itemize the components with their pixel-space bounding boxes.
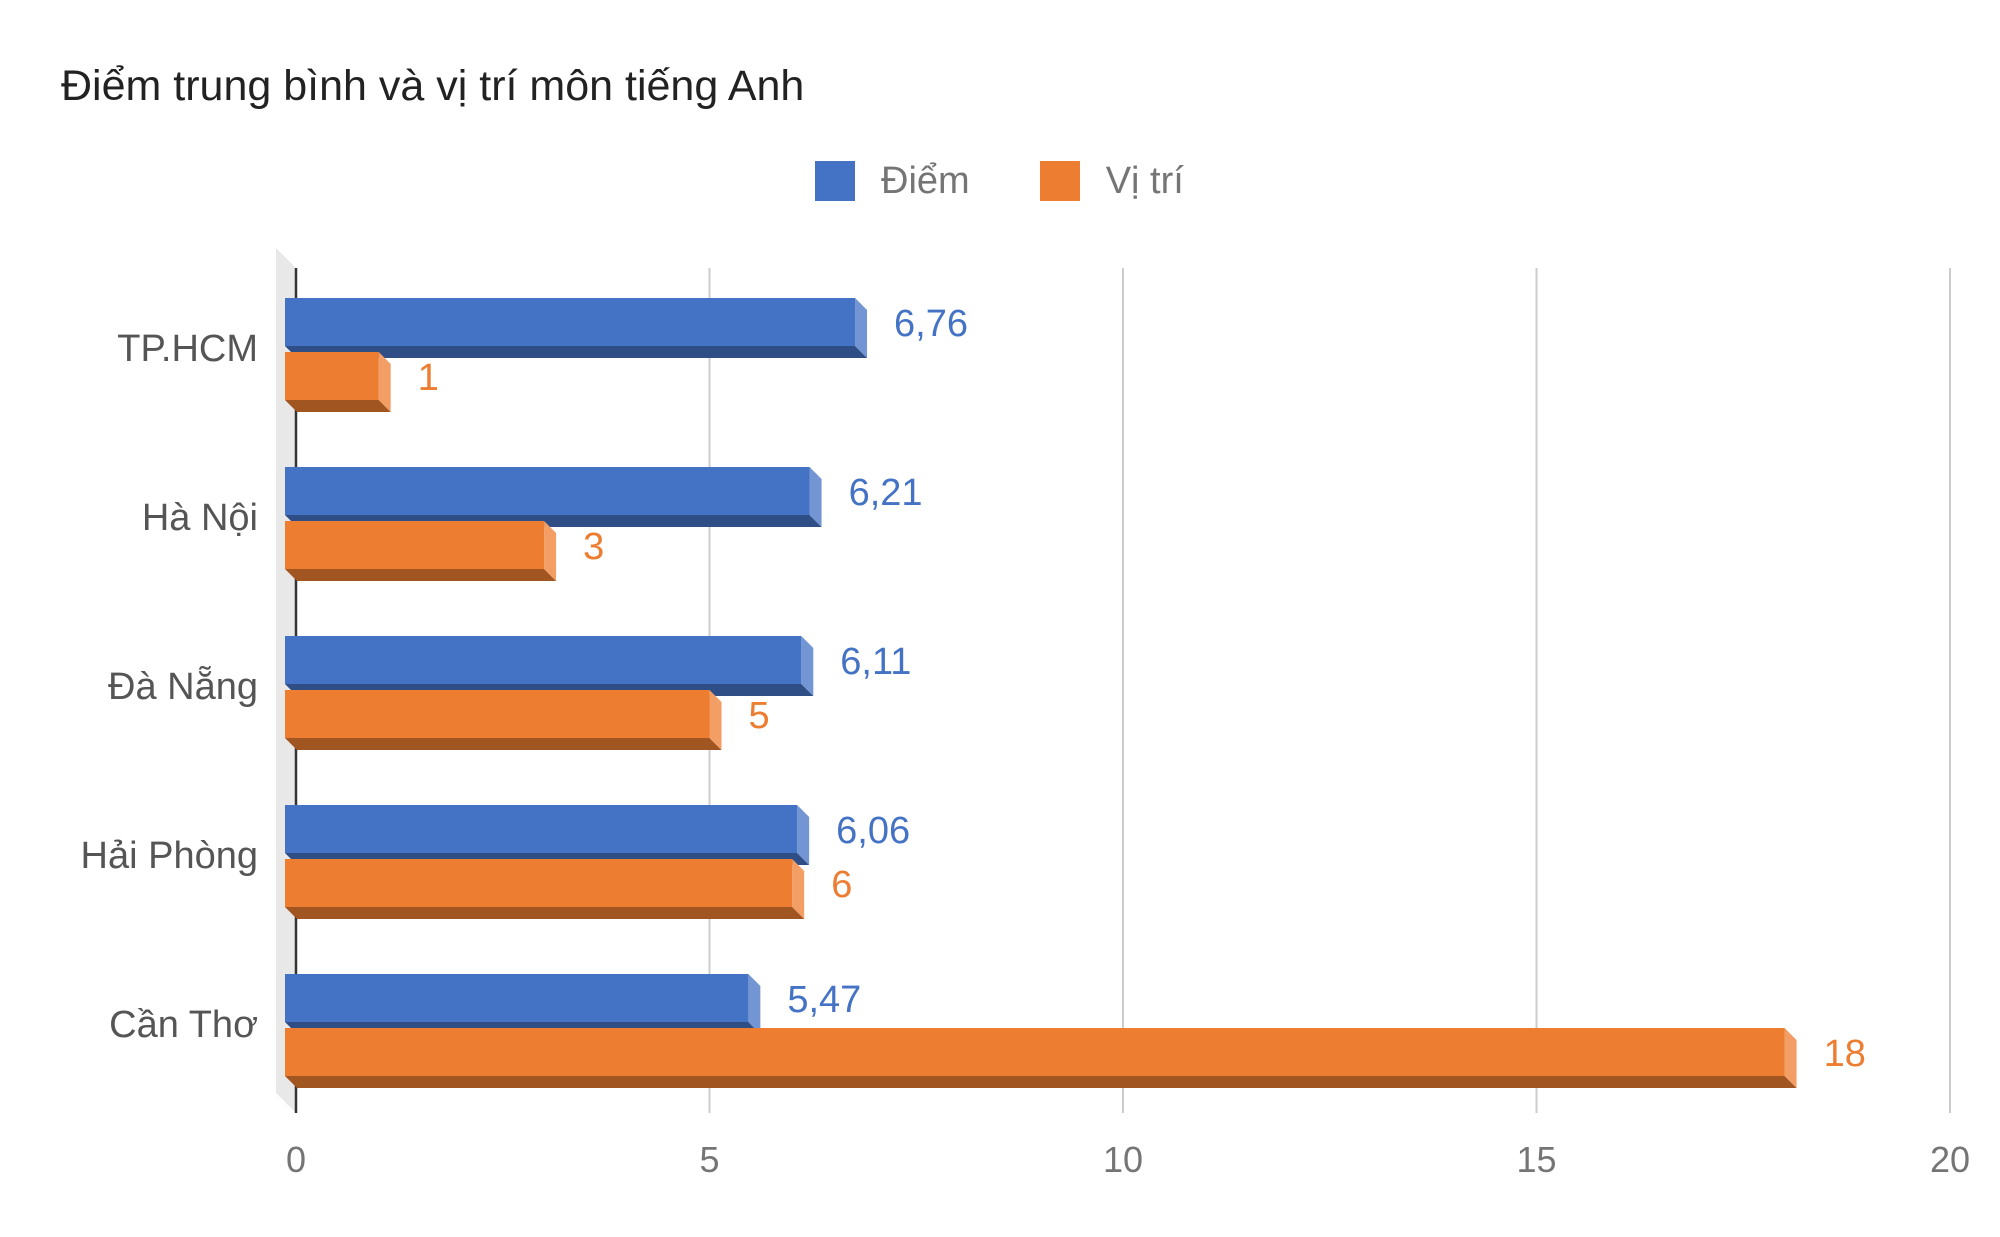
data-label: 5 bbox=[749, 695, 770, 737]
legend-label-vi-tri: Vị trí bbox=[1105, 159, 1184, 202]
data-label: 1 bbox=[418, 357, 439, 399]
legend: Điểm Vị trí bbox=[815, 155, 1254, 207]
bar-end-face bbox=[792, 859, 805, 919]
data-label: 5,47 bbox=[787, 979, 861, 1021]
bar-end-face bbox=[797, 805, 810, 865]
legend-item-vi-tri[interactable]: Vị trí bbox=[1039, 159, 1184, 203]
bar bbox=[285, 1028, 1785, 1076]
data-label: 18 bbox=[1824, 1033, 1866, 1075]
bar bbox=[285, 974, 749, 1022]
data-label: 3 bbox=[583, 526, 604, 568]
bar-end-face bbox=[801, 636, 814, 696]
legend-label-diem: Điểm bbox=[881, 159, 970, 202]
bar-end-face bbox=[809, 467, 822, 527]
data-label: 6,06 bbox=[836, 810, 910, 852]
category-label: TP.HCM bbox=[117, 328, 258, 370]
data-label: 6,11 bbox=[840, 641, 911, 683]
category-label: Đà Nẵng bbox=[108, 664, 258, 708]
bar-bottom-face bbox=[285, 738, 722, 750]
data-label: 6 bbox=[831, 864, 852, 906]
chart-title: Điểm trung bình và vị trí môn tiếng Anh bbox=[61, 62, 805, 110]
bar-end-face bbox=[855, 298, 868, 358]
bar bbox=[285, 859, 793, 907]
bar-end-face bbox=[748, 974, 761, 1034]
legend-item-diem[interactable]: Điểm bbox=[815, 160, 970, 203]
x-tick-label: 0 bbox=[286, 1139, 306, 1180]
x-tick-label: 20 bbox=[1930, 1139, 1970, 1180]
bar-bottom-face bbox=[285, 346, 868, 358]
category-label: Cần Thơ bbox=[109, 1004, 258, 1046]
x-tick-label: 5 bbox=[699, 1139, 719, 1180]
bar bbox=[285, 521, 545, 569]
legend-swatch-diem bbox=[815, 161, 855, 201]
bar-bottom-face bbox=[285, 1076, 1797, 1088]
data-label: 6,21 bbox=[849, 472, 923, 514]
bar bbox=[285, 467, 810, 515]
bar-end-face bbox=[378, 352, 391, 412]
x-tick-label: 10 bbox=[1103, 1139, 1143, 1180]
bar bbox=[285, 805, 798, 853]
bar-end-face bbox=[544, 521, 557, 581]
bar bbox=[285, 352, 379, 400]
bar bbox=[285, 636, 802, 684]
data-label: 6,76 bbox=[894, 303, 968, 345]
bar-bottom-face bbox=[285, 569, 557, 581]
x-tick-label: 15 bbox=[1516, 1139, 1556, 1180]
category-label: Hải Phòng bbox=[81, 835, 258, 877]
bar-end-face bbox=[709, 690, 722, 750]
bar-bottom-face bbox=[285, 400, 391, 412]
bar-end-face bbox=[1784, 1028, 1797, 1088]
category-label: Hà Nội bbox=[142, 497, 258, 539]
bar-bottom-face bbox=[285, 907, 805, 919]
bar bbox=[285, 690, 710, 738]
legend-swatch-vi-tri bbox=[1039, 161, 1080, 201]
bar bbox=[285, 298, 856, 346]
